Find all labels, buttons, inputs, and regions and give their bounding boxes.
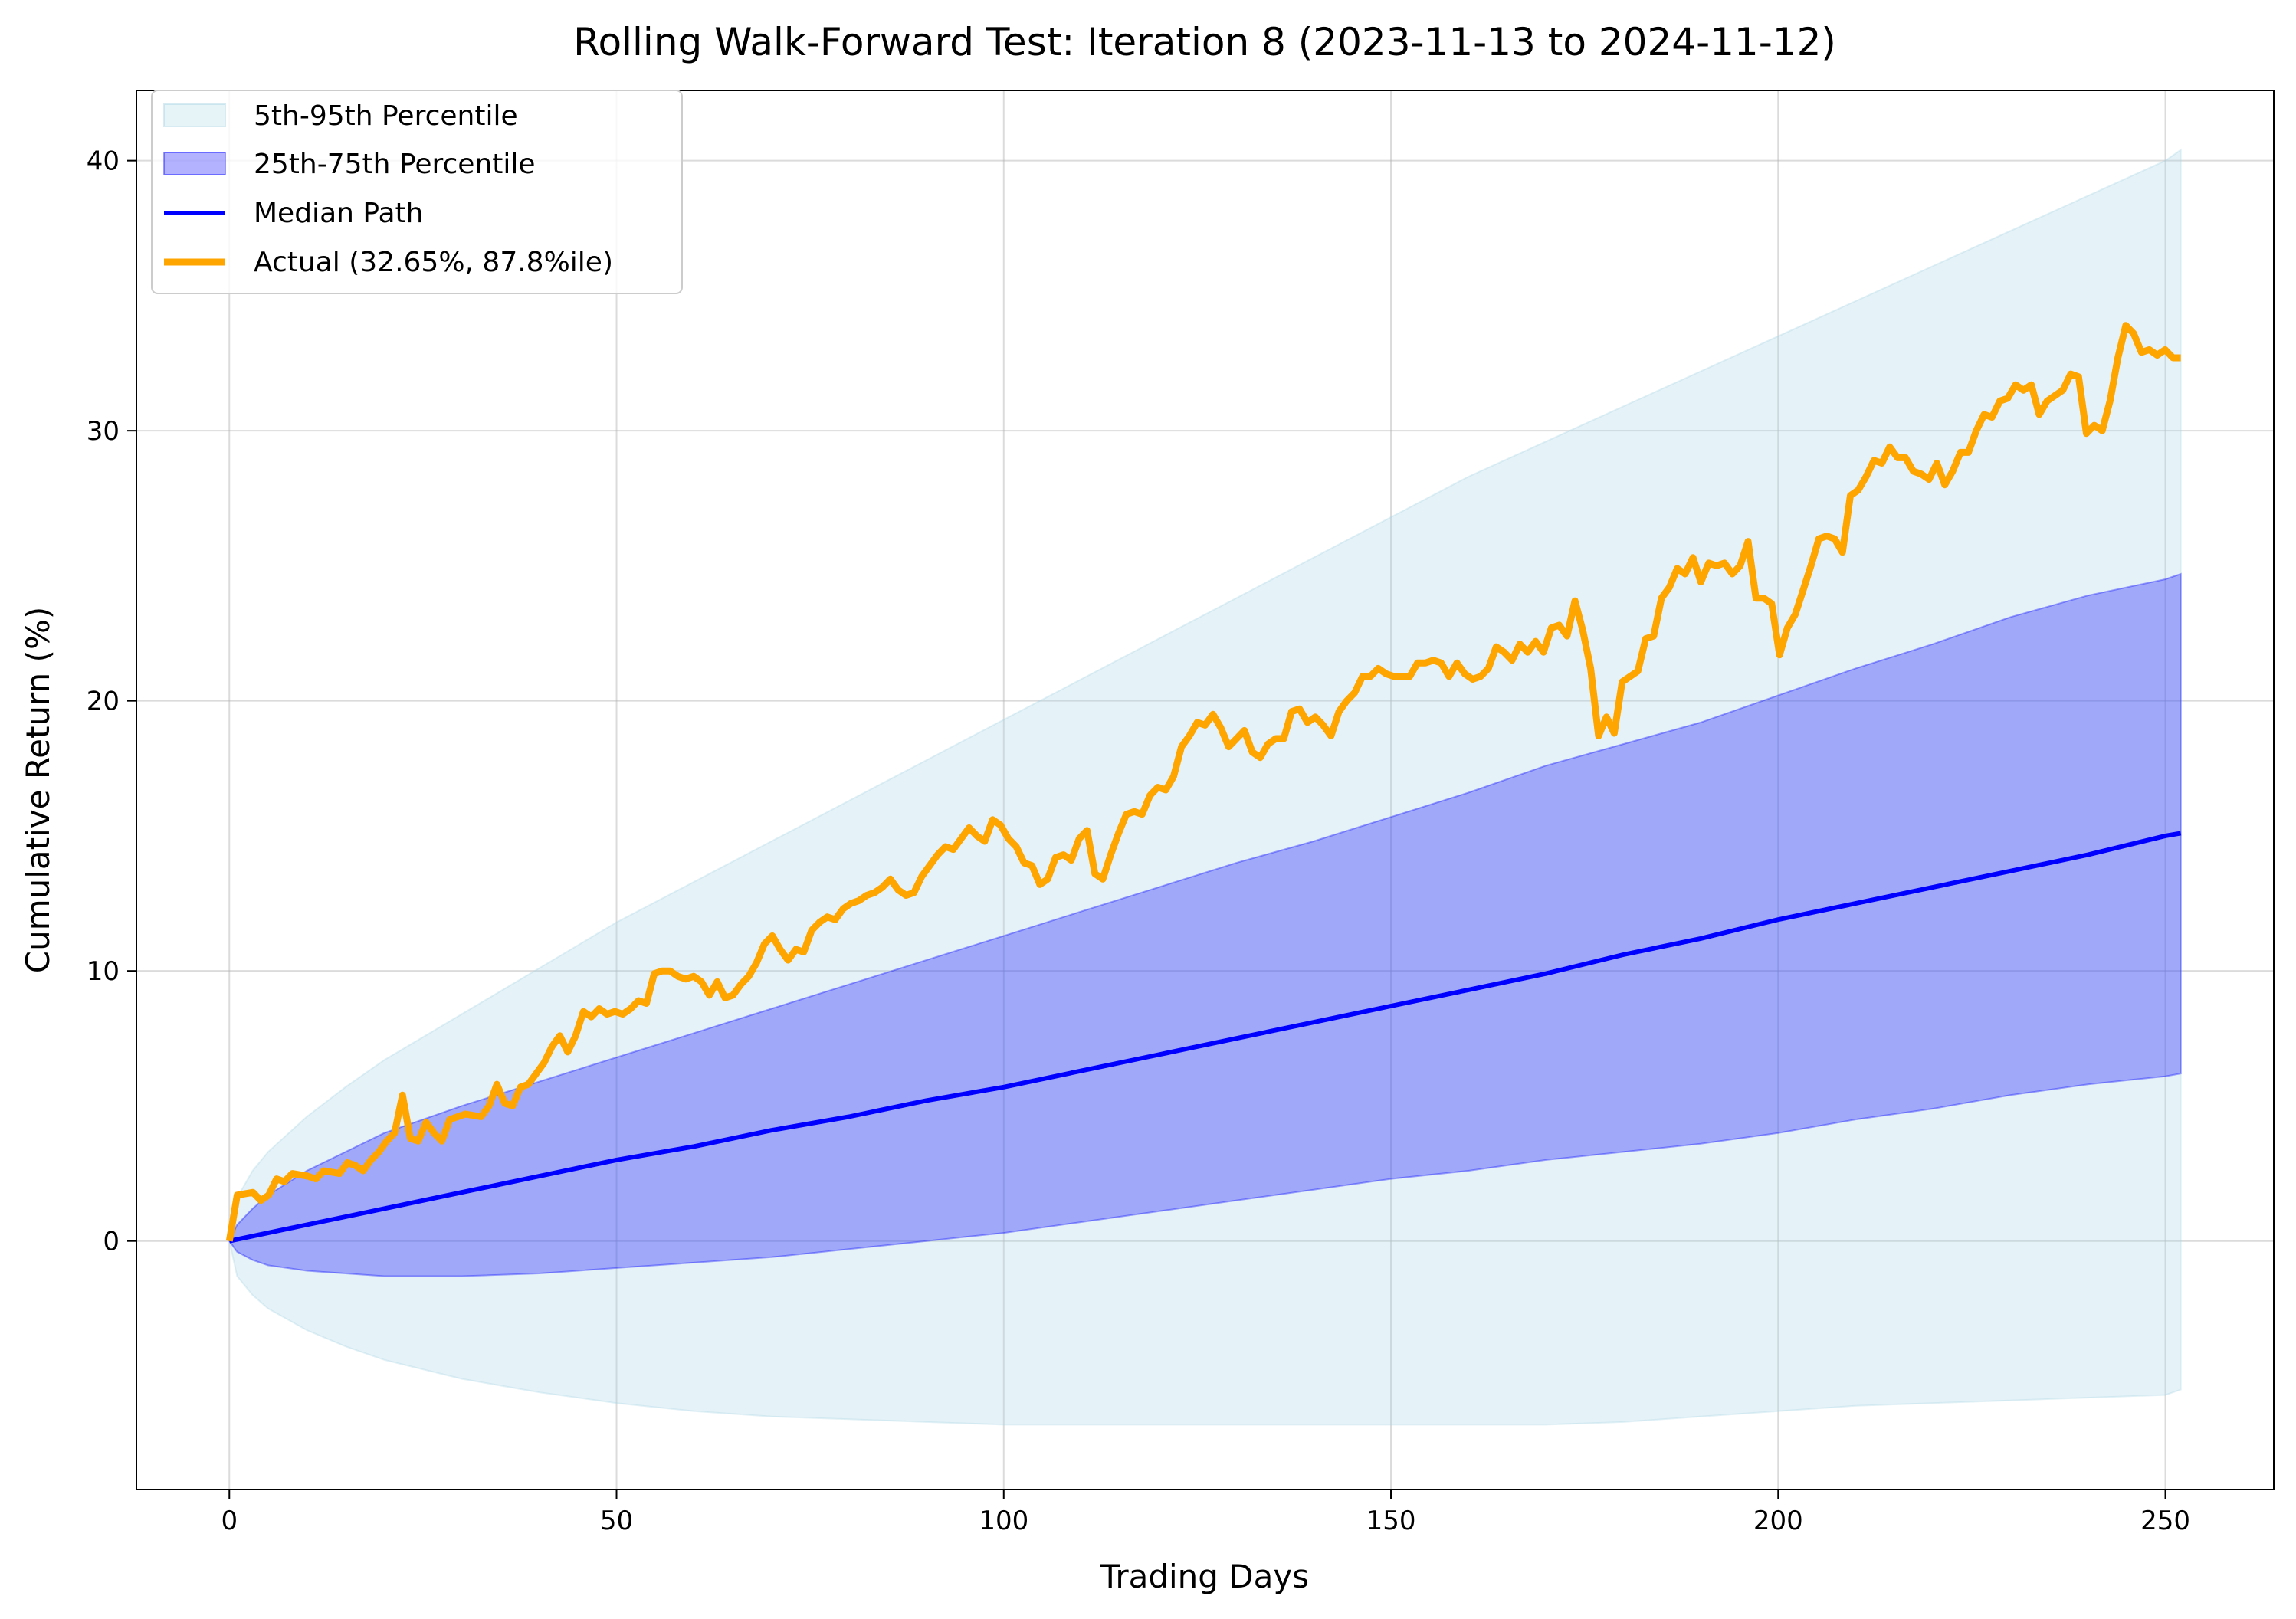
- y-tick-label: 20: [87, 687, 120, 717]
- y-tick-label: 10: [87, 956, 120, 987]
- legend-label-median: Median Path: [254, 198, 423, 229]
- actual-path-line: [225, 322, 2181, 1242]
- x-tick-label: 100: [979, 1506, 1028, 1536]
- x-tick-label: 0: [221, 1506, 238, 1536]
- median-path-line: [228, 831, 2182, 1244]
- legend-label-outer-band: 5th-95th Percentile: [254, 100, 518, 132]
- x-axis-label: Trading Days: [1100, 1558, 1309, 1595]
- lines: [225, 322, 2182, 1244]
- x-tick-label: 50: [600, 1506, 633, 1536]
- x-tick-label: 250: [2140, 1506, 2190, 1536]
- legend-label-actual: Actual (32.65%, 87.8%ile): [254, 247, 613, 278]
- legend-swatch-inner-band: [163, 152, 226, 175]
- grid: [136, 90, 2274, 1490]
- legend: 5th-95th Percentile 25th-75th Percentile…: [151, 90, 683, 294]
- chart-title: Rolling Walk-Forward Test: Iteration 8 (…: [573, 20, 1836, 64]
- x-tick-label: 150: [1366, 1506, 1416, 1536]
- y-axis-label: Cumulative Return (%): [19, 607, 57, 973]
- legend-frame: [151, 90, 683, 294]
- y-axis: 0 10 20 30 40: [87, 146, 136, 1257]
- plot-frame: [136, 90, 2275, 1490]
- y-tick-label: 30: [87, 416, 120, 447]
- outer-percentile-band: [228, 148, 2182, 1426]
- x-axis: 0 50 100 150 200 250: [221, 1490, 2190, 1536]
- inner-percentile-band: [228, 572, 2182, 1277]
- legend-swatch-outer-band: [163, 103, 226, 127]
- y-tick-label: 40: [87, 146, 120, 177]
- bands: [228, 148, 2182, 1426]
- x-tick-label: 200: [1753, 1506, 1803, 1536]
- y-tick-label: 0: [103, 1227, 120, 1257]
- legend-label-inner-band: 25th-75th Percentile: [254, 149, 536, 180]
